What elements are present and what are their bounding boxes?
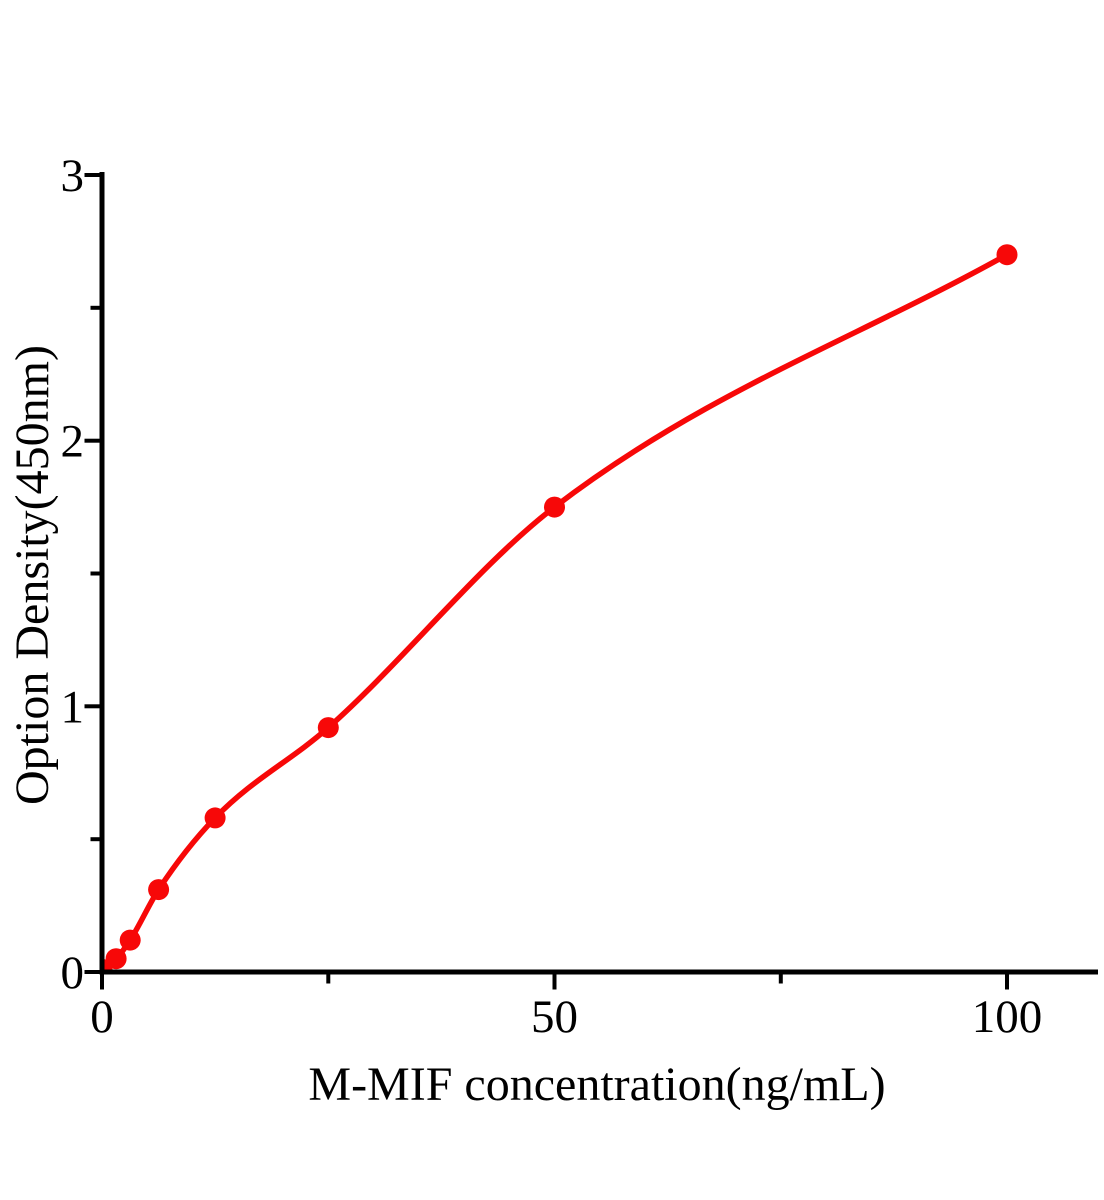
data-point bbox=[996, 244, 1018, 266]
x-axis-title: M-MIF concentration(ng/mL) bbox=[308, 1058, 885, 1111]
axes bbox=[84, 172, 1098, 990]
x-tick-label: 100 bbox=[972, 991, 1043, 1043]
data-series bbox=[104, 244, 1018, 970]
tick-labels: 0 50 100 0 1 2 3 bbox=[61, 150, 1043, 1043]
data-point bbox=[148, 879, 170, 901]
x-tick-label: 0 bbox=[90, 991, 114, 1043]
data-point bbox=[105, 948, 127, 970]
y-tick-label: 1 bbox=[61, 681, 85, 733]
data-point bbox=[317, 717, 339, 739]
data-point bbox=[544, 496, 565, 518]
y-tick-label: 3 bbox=[61, 150, 85, 202]
x-tick-label: 50 bbox=[531, 991, 578, 1043]
fit-curve bbox=[104, 251, 1010, 970]
y-tick-label: 0 bbox=[61, 947, 85, 999]
y-axis-title: Option Density(450nm) bbox=[6, 345, 59, 805]
y-tick-label: 2 bbox=[61, 416, 85, 468]
data-point bbox=[204, 807, 226, 829]
data-point bbox=[119, 929, 141, 951]
